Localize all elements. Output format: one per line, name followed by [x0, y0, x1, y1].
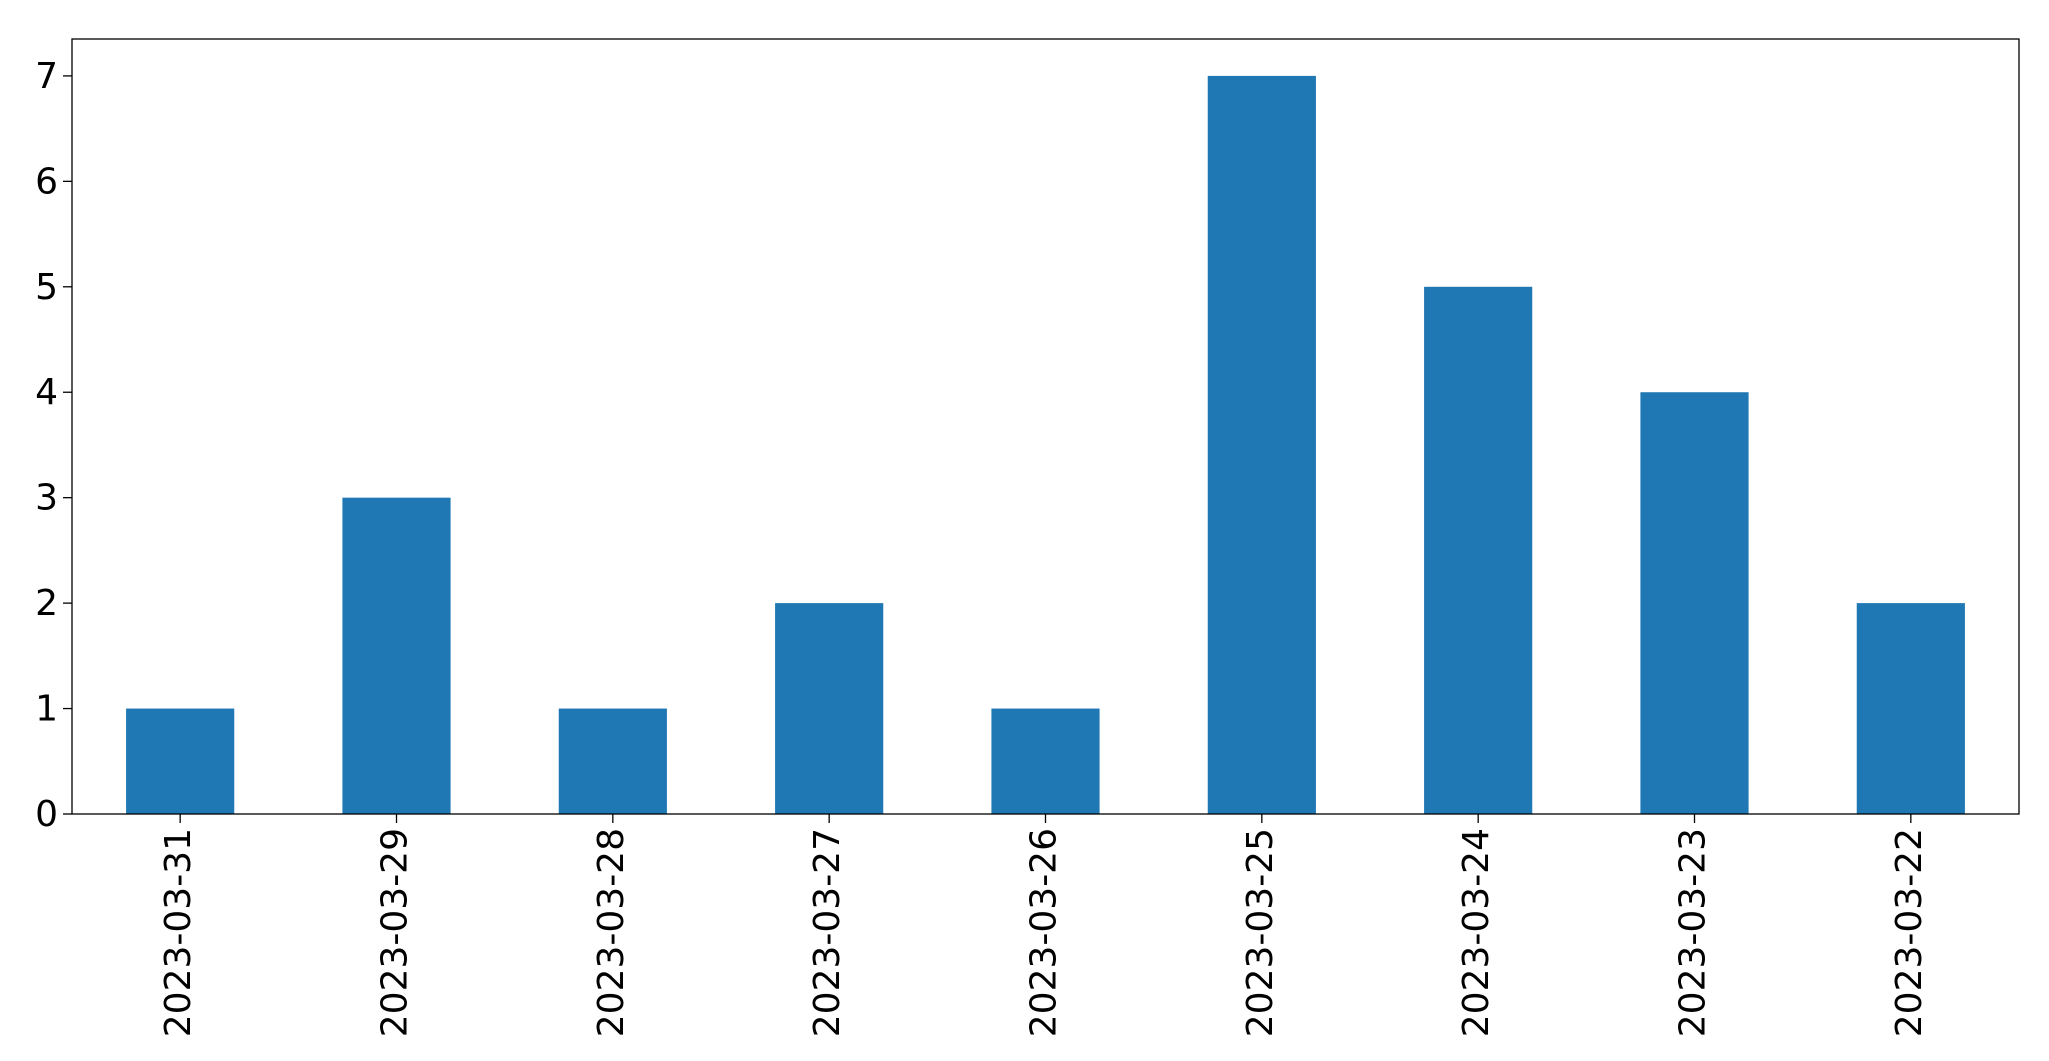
x-tick-label: 2023-03-25 [1240, 828, 1281, 1037]
bar [1856, 603, 1965, 814]
x-tick-label: 2023-03-26 [1024, 828, 1065, 1037]
y-tick-label: 2 [35, 583, 58, 624]
bar [558, 708, 667, 814]
bar [126, 708, 235, 814]
y-tick-label: 7 [35, 56, 58, 97]
bar [342, 497, 451, 814]
bar [991, 708, 1100, 814]
y-tick-label: 4 [35, 372, 58, 413]
x-tick-label: 2023-03-22 [1889, 828, 1930, 1037]
bar [1640, 392, 1749, 814]
axes-frame [71, 38, 2020, 815]
bar [775, 603, 884, 814]
y-tick-label: 6 [35, 161, 58, 202]
y-tick-label: 5 [35, 267, 58, 308]
x-tick-label: 2023-03-28 [591, 828, 632, 1037]
x-tick-label: 2023-03-27 [807, 828, 848, 1037]
bar [1424, 286, 1533, 814]
x-tick-label: 2023-03-31 [158, 828, 199, 1037]
y-tick-label: 1 [35, 689, 58, 730]
x-tick-label: 2023-03-23 [1673, 828, 1714, 1037]
y-tick-label: 0 [35, 794, 58, 835]
bar [1207, 75, 1316, 814]
x-tick-label: 2023-03-29 [375, 828, 416, 1037]
y-tick-label: 3 [35, 478, 58, 519]
x-tick-label: 2023-03-24 [1456, 828, 1497, 1037]
